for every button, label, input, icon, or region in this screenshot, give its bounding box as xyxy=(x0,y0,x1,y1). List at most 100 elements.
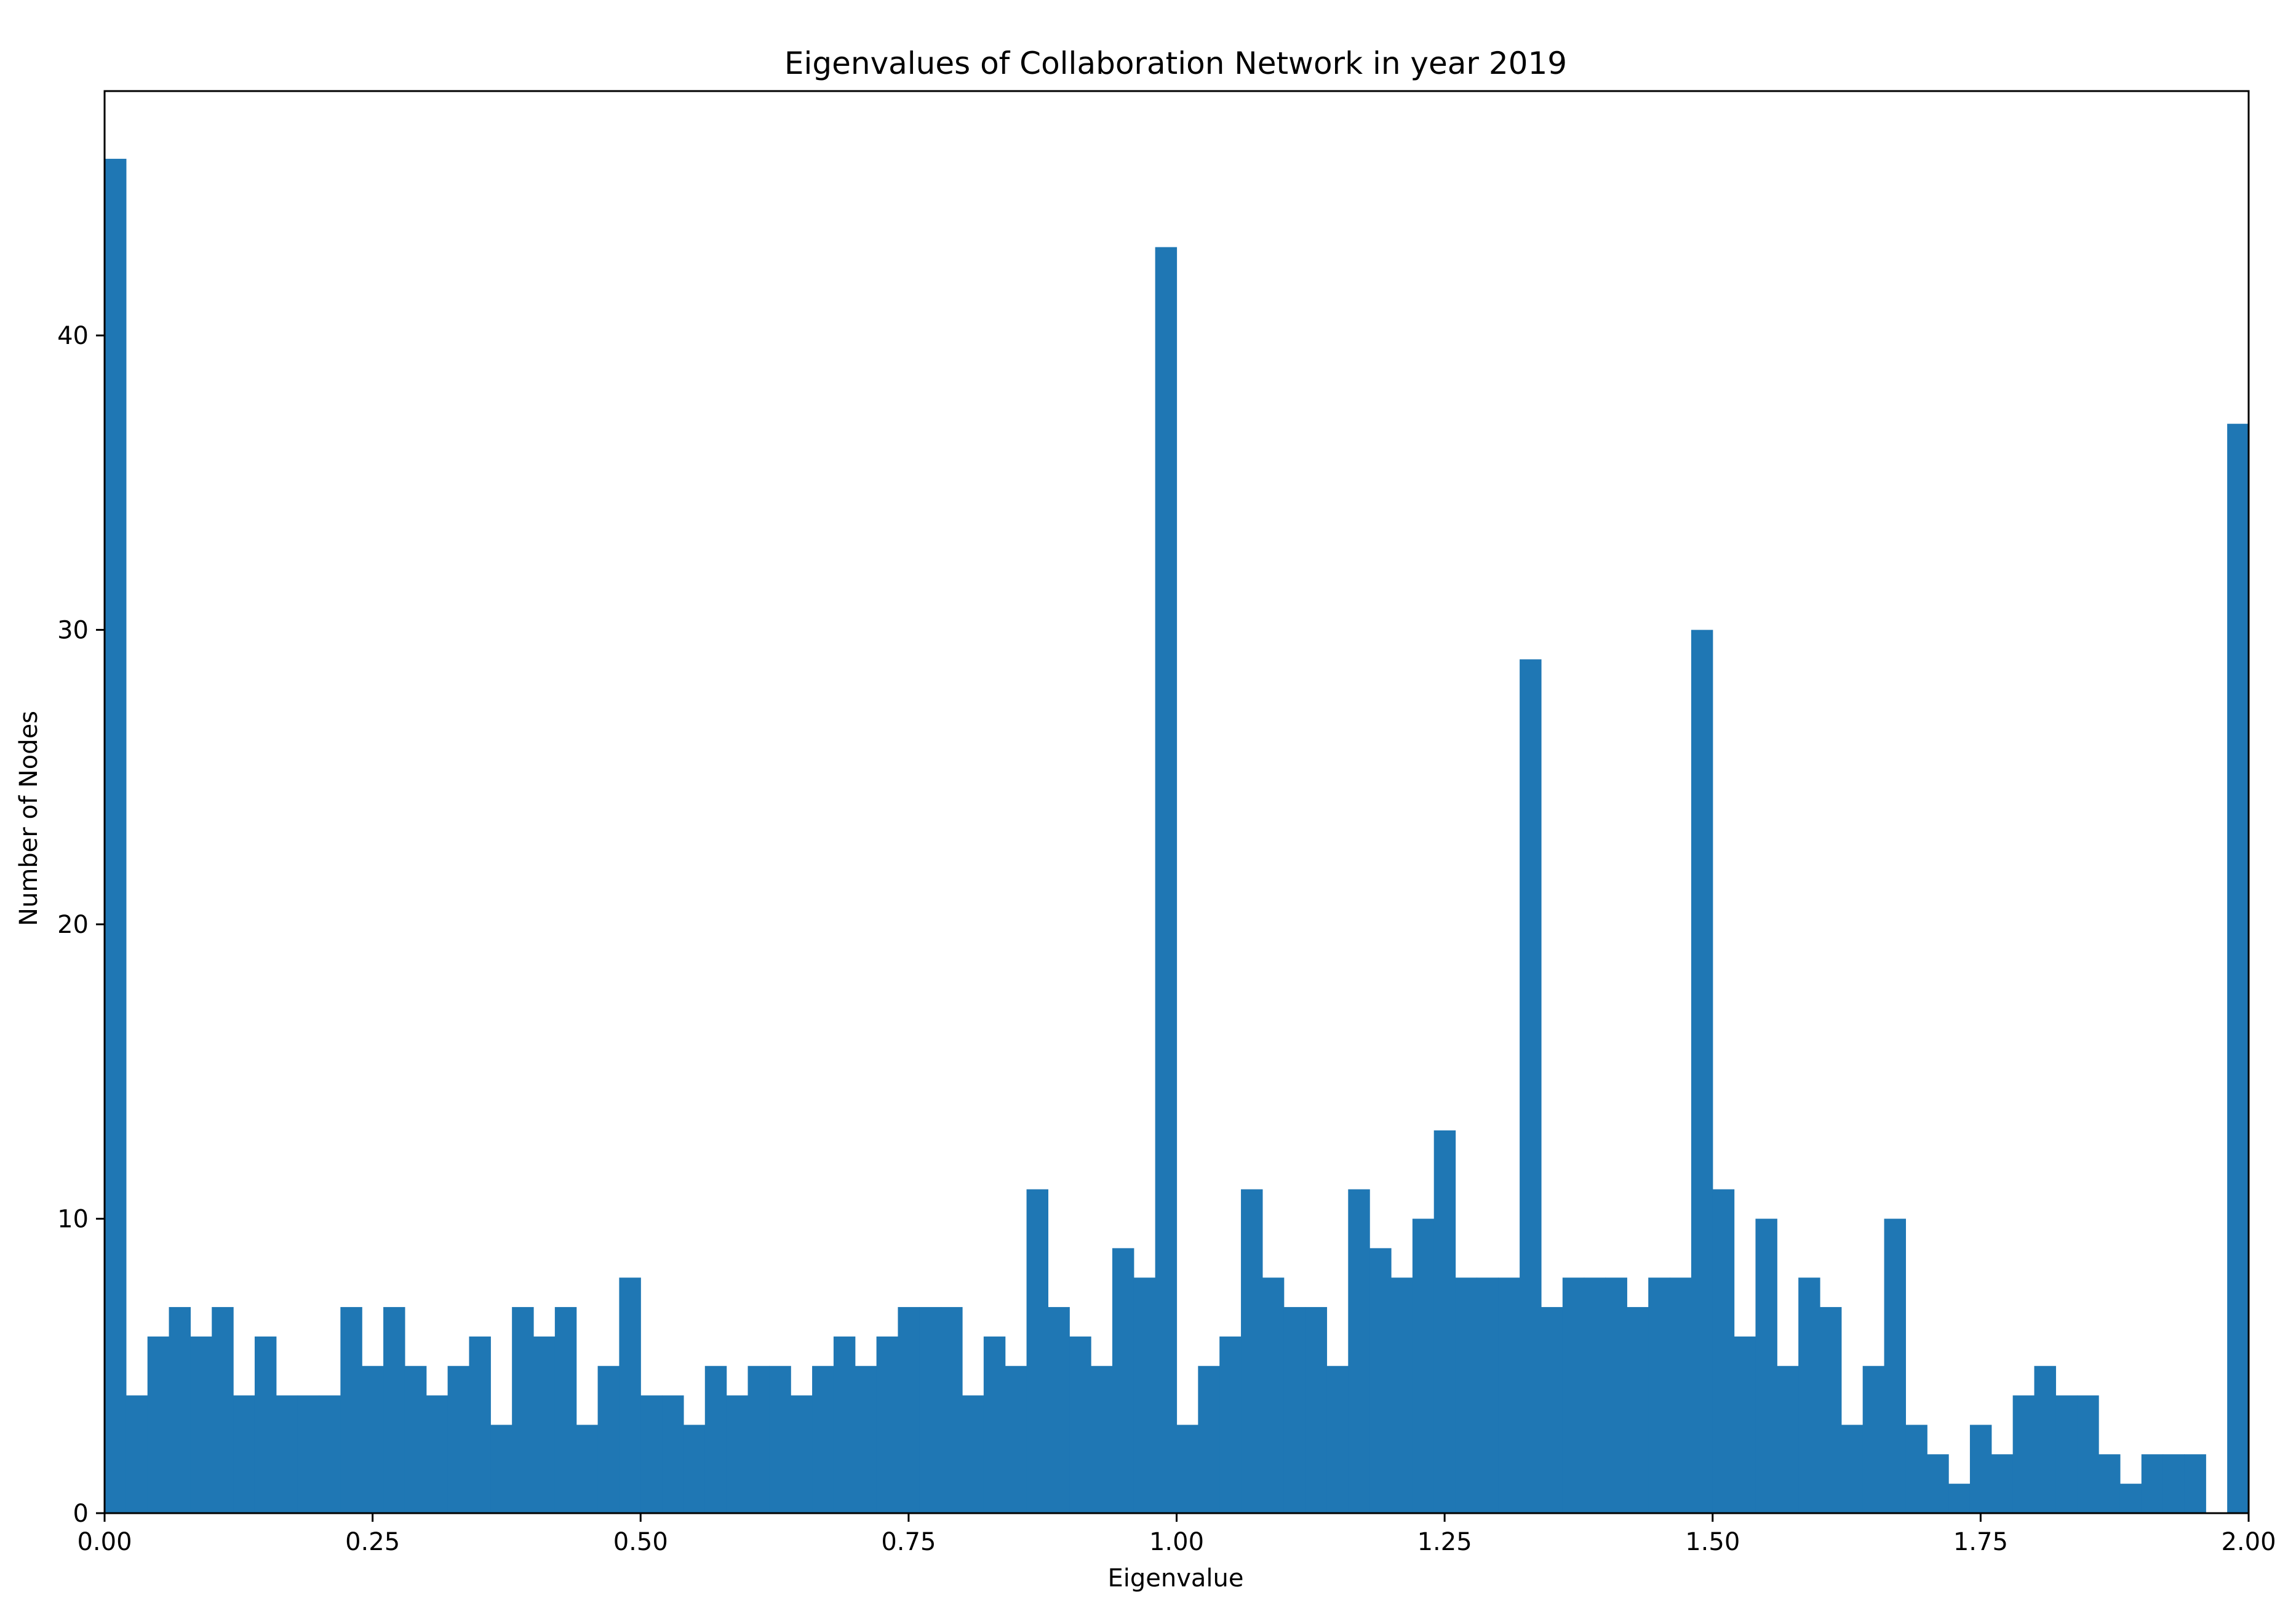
histogram-bar xyxy=(1734,1336,1756,1513)
histogram-bar xyxy=(1712,1189,1735,1513)
x-tick-label: 1.00 xyxy=(1149,1528,1204,1556)
histogram-bar xyxy=(855,1365,877,1513)
histogram-bar xyxy=(1369,1248,1392,1513)
histogram-bar xyxy=(1112,1248,1134,1513)
histogram-bar xyxy=(833,1336,856,1513)
histogram-bar xyxy=(1198,1365,1220,1513)
histogram-bar xyxy=(1133,1277,1156,1513)
histogram-bar xyxy=(404,1365,427,1513)
histogram-bar xyxy=(941,1307,963,1513)
histogram-bar xyxy=(962,1395,984,1513)
histogram-bar xyxy=(1927,1454,1949,1513)
histogram-bar xyxy=(1433,1130,1456,1513)
x-tick-label: 1.50 xyxy=(1685,1528,1740,1556)
histogram-bar xyxy=(447,1365,470,1513)
histogram-bar xyxy=(1562,1277,1585,1513)
histogram-bar xyxy=(1520,659,1542,1513)
histogram-bar xyxy=(1691,630,1713,1514)
histogram-bar xyxy=(426,1395,448,1513)
histogram-bar xyxy=(147,1336,170,1513)
chart-title: Eigenvalues of Collaboration Network in … xyxy=(784,46,1567,81)
histogram-bar xyxy=(597,1365,620,1513)
histogram-bar xyxy=(1176,1425,1198,1513)
histogram-bar xyxy=(1627,1307,1649,1513)
histogram-bar xyxy=(1348,1189,1370,1513)
histogram-bar xyxy=(1798,1277,1820,1513)
histogram-bar xyxy=(2055,1395,2078,1513)
histogram-bar xyxy=(2099,1454,2121,1513)
histogram-bar xyxy=(1991,1454,2014,1513)
histogram-bar xyxy=(126,1395,148,1513)
histogram-bar xyxy=(2227,423,2249,1514)
histogram-bar xyxy=(2184,1454,2206,1513)
histogram-bar xyxy=(2119,1484,2142,1513)
histogram-bar xyxy=(533,1336,556,1513)
histogram-bar xyxy=(169,1307,191,1513)
histogram-bar xyxy=(2141,1454,2164,1513)
histogram-bar xyxy=(1884,1218,1906,1513)
histogram-bar xyxy=(190,1336,212,1513)
x-tick-label: 0.25 xyxy=(345,1528,400,1556)
histogram-bar xyxy=(2012,1395,2035,1513)
histogram-bar xyxy=(1948,1484,1971,1513)
histogram-bar xyxy=(1048,1307,1070,1513)
x-tick-label: 0.50 xyxy=(613,1528,668,1556)
histogram-bar xyxy=(747,1365,770,1513)
histogram-bar xyxy=(1584,1277,1606,1513)
histogram-bar xyxy=(898,1307,920,1513)
histogram-bar xyxy=(1841,1425,1864,1513)
histogram-bar xyxy=(105,159,127,1513)
y-tick-label: 40 xyxy=(57,322,89,350)
histogram-bar xyxy=(254,1336,277,1513)
histogram-bar xyxy=(319,1395,341,1513)
histogram-bar xyxy=(1541,1307,1563,1513)
x-tick-label: 1.25 xyxy=(1417,1528,1472,1556)
histogram-bar xyxy=(340,1307,362,1513)
histogram-bar xyxy=(1412,1218,1435,1513)
histogram-bar xyxy=(1820,1307,1842,1513)
histogram-bar xyxy=(1005,1365,1027,1513)
histogram-bar xyxy=(876,1336,899,1513)
histogram-bar xyxy=(212,1307,234,1513)
histogram-bar xyxy=(1305,1307,1328,1513)
histogram-bar xyxy=(1262,1277,1285,1513)
bars-layer xyxy=(105,159,2249,1514)
histogram-bar xyxy=(619,1277,641,1513)
y-axis: 0 10 20 30 40 xyxy=(57,322,105,1528)
x-tick-label: 1.75 xyxy=(1953,1528,2008,1556)
histogram-bar xyxy=(1905,1425,1927,1513)
histogram-bar xyxy=(769,1365,791,1513)
histogram-bar xyxy=(1219,1336,1242,1513)
histogram-bar xyxy=(1648,1277,1670,1513)
histogram-bar xyxy=(812,1365,834,1513)
histogram-bar xyxy=(1670,1277,1692,1513)
histogram-bar xyxy=(983,1336,1006,1513)
histogram-bar xyxy=(1755,1218,1777,1513)
x-tick-label: 2.00 xyxy=(2221,1528,2276,1556)
histogram-bar xyxy=(2162,1454,2185,1513)
histogram-bar xyxy=(791,1395,813,1513)
histogram-bar xyxy=(2077,1395,2099,1513)
x-tick-label: 0.75 xyxy=(881,1528,936,1556)
histogram-bar xyxy=(1026,1189,1048,1513)
y-axis-label: Number of Nodes xyxy=(15,711,43,926)
histogram-bar xyxy=(1862,1365,1885,1513)
histogram-bar xyxy=(1498,1277,1520,1513)
histogram-bar xyxy=(726,1395,749,1513)
histogram-bar xyxy=(512,1307,534,1513)
histogram-bar xyxy=(640,1395,663,1513)
histogram-bar xyxy=(683,1425,706,1513)
y-tick-label: 10 xyxy=(57,1205,89,1234)
histogram-bar xyxy=(1091,1365,1113,1513)
y-tick-label: 30 xyxy=(57,617,89,645)
histogram-bar xyxy=(1069,1336,1091,1513)
histogram-bar xyxy=(490,1425,512,1513)
histogram-bar xyxy=(1605,1277,1627,1513)
histogram-bar xyxy=(554,1307,577,1513)
x-axis-label: Eigenvalue xyxy=(1108,1564,1244,1593)
histogram-bar xyxy=(919,1307,941,1513)
histogram-bar xyxy=(704,1365,727,1513)
x-tick-label: 0.00 xyxy=(77,1528,132,1556)
